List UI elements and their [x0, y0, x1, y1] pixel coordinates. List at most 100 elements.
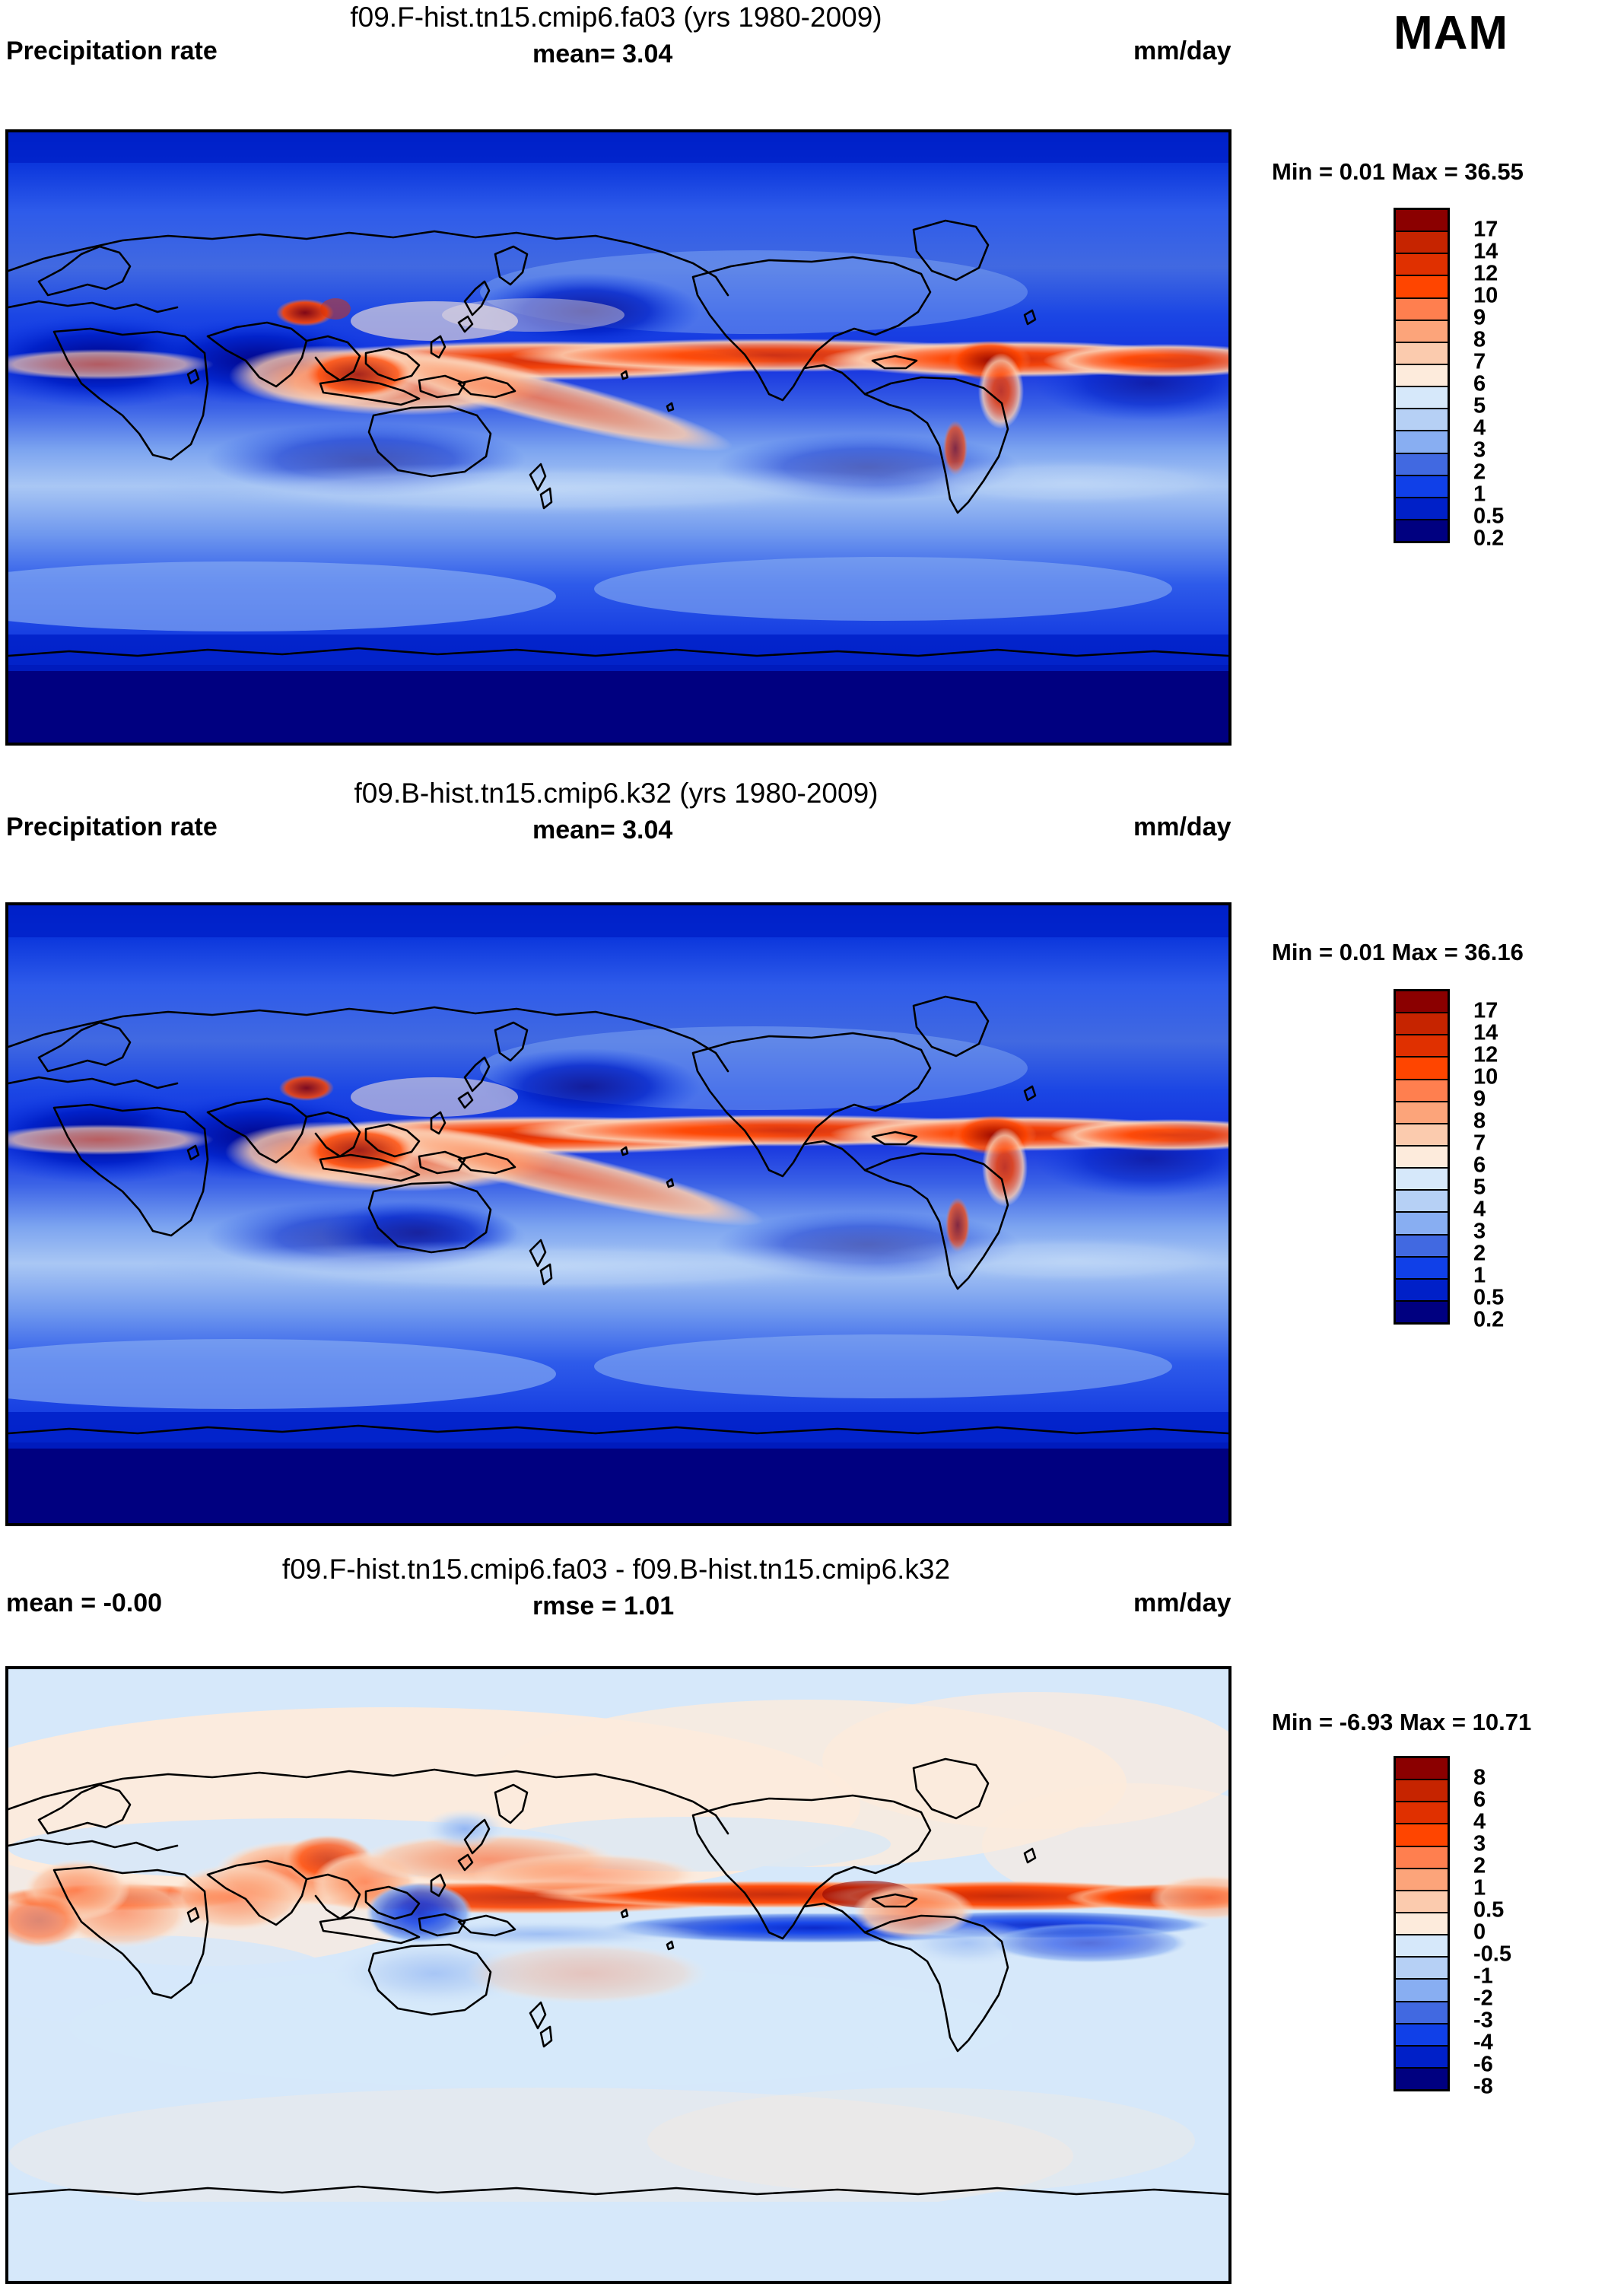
colorbar-band — [1396, 1080, 1448, 1102]
colorbar-tick-label: 17 — [1473, 998, 1498, 1023]
colorbar-tick-label: 12 — [1473, 1042, 1498, 1067]
colorbar-tick-label: 0.5 — [1473, 504, 1505, 529]
panel-1-map-canvas — [8, 132, 1228, 743]
colorbar-band — [1396, 1279, 1448, 1302]
panel-3-map-canvas — [8, 1669, 1228, 2281]
colorbar-band — [1396, 254, 1448, 277]
colorbar-tick-label: 6 — [1473, 1787, 1486, 1812]
panel-2-map[interactable] — [5, 902, 1232, 1526]
panel-3-mean: mean = -0.00 — [6, 1589, 163, 1617]
colorbar-band — [1396, 1035, 1448, 1058]
colorbar-tick-label: 10 — [1473, 1064, 1498, 1089]
colorbar-band — [1396, 431, 1448, 454]
colorbar-tick-label: 0.5 — [1473, 1897, 1505, 1923]
colorbar-band — [1396, 2068, 1448, 2090]
colorbar-tick-label: -4 — [1473, 2030, 1493, 2055]
colorbar-band — [1396, 320, 1448, 343]
colorbar-tick-label: 1 — [1473, 1263, 1486, 1288]
colorbar-band — [1396, 475, 1448, 498]
colorbar-band — [1396, 1846, 1448, 1869]
panel-2-map-canvas — [8, 905, 1228, 1523]
colorbar-tick-label: -1 — [1473, 1964, 1493, 1989]
colorbar-tick-label: -6 — [1473, 2052, 1493, 2077]
colorbar-band — [1396, 409, 1448, 432]
panel-2-mean: mean= 3.04 — [532, 816, 673, 844]
panel-3-rmse: rmse = 1.01 — [532, 1592, 675, 1620]
colorbar-band — [1396, 1124, 1448, 1147]
colorbar-band — [1396, 520, 1448, 542]
panel-1-mean: mean= 3.04 — [532, 40, 673, 68]
panel-3-units: mm/day — [1133, 1589, 1232, 1617]
colorbar-band — [1396, 342, 1448, 365]
colorbar-tick-label: -0.5 — [1473, 1942, 1511, 1967]
colorbar-band — [1396, 1758, 1448, 1781]
colorbar-tick-label: 2 — [1473, 460, 1486, 485]
colorbar-band — [1396, 2046, 1448, 2069]
colorbar-band — [1396, 1213, 1448, 1236]
colorbar-tick-label: 7 — [1473, 349, 1486, 374]
colorbar-band — [1396, 1935, 1448, 1958]
colorbar-tick-label: 10 — [1473, 283, 1498, 308]
colorbar-band — [1396, 364, 1448, 388]
panel-1-units: mm/day — [1133, 37, 1232, 65]
panel-3-colorbar[interactable] — [1394, 1756, 1450, 2091]
colorbar-tick-label: 2 — [1473, 1853, 1486, 1878]
panel-3-colorbar-labels: 8 6 4 3 2 1 0.5 0 -0.5 -1 -2 -3 -4 -6 -8 — [1473, 1756, 1565, 2098]
panel-3-map[interactable] — [5, 1666, 1232, 2284]
colorbar-band — [1396, 1235, 1448, 1258]
colorbar-band — [1396, 276, 1448, 299]
colorbar-tick-label: 8 — [1473, 327, 1486, 352]
colorbar-tick-label: 8 — [1473, 1108, 1486, 1134]
colorbar-tick-label: 14 — [1473, 239, 1498, 264]
colorbar-band — [1396, 1257, 1448, 1280]
panel-2-minmax: Min = 0.01 Max = 36.16 — [1272, 939, 1524, 965]
colorbar-band — [1396, 1980, 1448, 2002]
colorbar-band — [1396, 1058, 1448, 1080]
colorbar-tick-label: 5 — [1473, 393, 1486, 418]
colorbar-tick-label: -2 — [1473, 1986, 1493, 2011]
colorbar-tick-label: 6 — [1473, 1153, 1486, 1178]
colorbar-band — [1396, 387, 1448, 410]
season-badge: MAM — [1394, 7, 1509, 59]
panel-2-colorbar[interactable] — [1394, 989, 1450, 1325]
panel-2-variable-label: Precipitation rate — [6, 813, 218, 841]
colorbar-tick-label: 6 — [1473, 371, 1486, 396]
colorbar-tick-label: 4 — [1473, 1809, 1486, 1834]
colorbar-band — [1396, 1824, 1448, 1847]
colorbar-tick-label: 3 — [1473, 1831, 1486, 1856]
colorbar-tick-label: 0.2 — [1473, 526, 1505, 551]
colorbar-band — [1396, 1169, 1448, 1191]
colorbar-tick-label: 8 — [1473, 1765, 1486, 1790]
panel-1-minmax: Min = 0.01 Max = 36.55 — [1272, 158, 1524, 185]
colorbar-tick-label: 14 — [1473, 1020, 1498, 1045]
colorbar-band — [1396, 453, 1448, 476]
colorbar-tick-label: -8 — [1473, 2074, 1493, 2099]
colorbar-tick-label: 4 — [1473, 1197, 1486, 1222]
colorbar-tick-label: 7 — [1473, 1131, 1486, 1156]
panel-1-map[interactable] — [5, 129, 1232, 746]
colorbar-band — [1396, 991, 1448, 1014]
colorbar-band — [1396, 1013, 1448, 1036]
colorbar-tick-label: 0 — [1473, 1919, 1486, 1945]
colorbar-tick-label: 9 — [1473, 1086, 1486, 1112]
colorbar-tick-label: 9 — [1473, 305, 1486, 330]
panel-1-variable-label: Precipitation rate — [6, 37, 218, 65]
panel-2-units: mm/day — [1133, 813, 1232, 841]
colorbar-band — [1396, 298, 1448, 321]
colorbar-band — [1396, 2024, 1448, 2047]
panel-1-colorbar-labels: 17 14 12 10 9 8 7 6 5 4 3 2 1 0.5 0.2 — [1473, 208, 1565, 549]
colorbar-band — [1396, 1958, 1448, 1980]
colorbar-band — [1396, 1802, 1448, 1825]
colorbar-band — [1396, 1869, 1448, 1891]
colorbar-band — [1396, 1891, 1448, 1913]
colorbar-tick-label: 0.2 — [1473, 1307, 1505, 1332]
colorbar-band — [1396, 232, 1448, 255]
colorbar-band — [1396, 2002, 1448, 2024]
colorbar-tick-label: 5 — [1473, 1175, 1486, 1200]
panel-2-title: f09.B-hist.tn15.cmip6.k32 (yrs 1980-2009… — [354, 778, 879, 809]
panel-2-colorbar-labels: 17 14 12 10 9 8 7 6 5 4 3 2 1 0.5 0.2 — [1473, 989, 1565, 1331]
panel-1-colorbar[interactable] — [1394, 208, 1450, 543]
colorbar-tick-label: -3 — [1473, 2008, 1493, 2033]
colorbar-band — [1396, 498, 1448, 520]
colorbar-band — [1396, 1913, 1448, 1936]
